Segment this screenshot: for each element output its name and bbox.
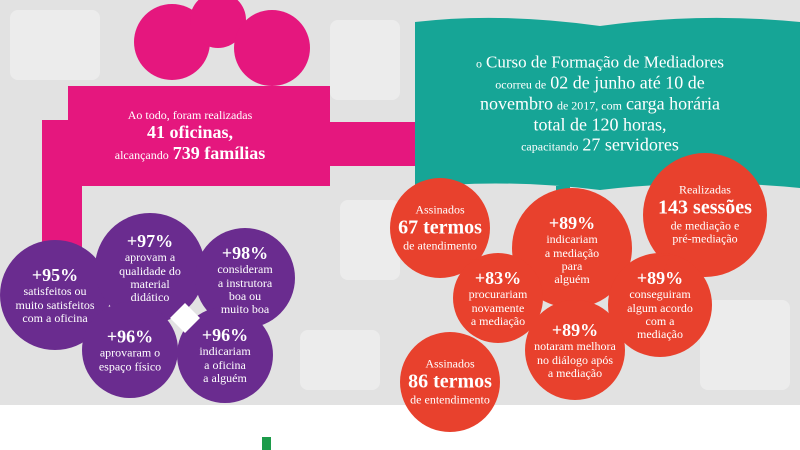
text: ocorreu de xyxy=(495,77,547,92)
text: capacitando xyxy=(521,139,579,154)
bubble-line: aprovaram o xyxy=(99,345,161,360)
bubble-line: com a xyxy=(645,314,675,329)
bubble-text: +89% indicariam a mediação para alguém xyxy=(545,213,599,287)
bubble-text: Realizadas 143 sessões de mediação e pré-me… xyxy=(658,182,752,247)
text: 739 famílias xyxy=(172,142,266,163)
footer-band xyxy=(0,405,800,450)
bubble-value: +96% xyxy=(106,326,154,347)
text: alcançando xyxy=(114,147,169,162)
bubble-line: algum acordo xyxy=(627,300,693,315)
bubble-line: indicariam xyxy=(199,343,251,358)
text: o xyxy=(476,56,483,71)
bubble-line: a alguém xyxy=(203,370,247,385)
bubble-value: +95% xyxy=(31,264,79,285)
bubble-line: de mediação e xyxy=(670,218,740,233)
bubble-line: a mediação xyxy=(544,245,600,260)
bubble-line: material xyxy=(130,277,170,292)
bubble-text: +96% indicariam a oficina a alguém xyxy=(199,325,250,385)
bubble-value: 86 termos xyxy=(408,370,492,393)
bubble-value: +96% xyxy=(201,324,249,345)
bubble-line: consideram xyxy=(217,262,273,277)
bubble-label: Realizadas xyxy=(679,182,731,197)
bubble-value: +98% xyxy=(221,243,269,264)
bubble-line: muito boa xyxy=(220,302,270,317)
text: novembro xyxy=(479,93,553,114)
bubble-text: +89% notaram melhora no diálogo após a medi… xyxy=(534,320,616,380)
text: 41 oficinas, xyxy=(146,122,233,143)
bubble-text: +83% procurariam novamente a mediação xyxy=(469,268,528,328)
bubble-text: +95% satisfeitos ou muito satisfeitos com a… xyxy=(16,265,95,325)
bubble-line: a oficina xyxy=(204,357,246,372)
bubble-line: indicariam xyxy=(546,232,598,247)
bubble-line: didático xyxy=(130,290,170,305)
bubble-line: pré-mediação xyxy=(672,231,738,246)
purple-bubbles xyxy=(0,213,295,403)
bubble-label: Assinados xyxy=(415,202,465,217)
course-text: o Curso de Formação de Mediadores ocorre… xyxy=(476,53,724,156)
text: carga horária xyxy=(625,93,721,114)
workshops-text: Ao todo, foram realizadas 41 oficinas, a… xyxy=(114,107,266,164)
text: 27 servidores xyxy=(582,134,679,155)
footer-mark xyxy=(262,437,271,450)
bubble-value: +83% xyxy=(474,267,522,288)
bubble-line: mediação xyxy=(637,327,683,342)
bubble-line: muito satisfeitos xyxy=(15,297,95,312)
bubble-line: com a oficina xyxy=(22,310,88,325)
bubble-line: no diálogo após xyxy=(536,352,613,367)
bubble-text: Assinados 86 termos de entendimento xyxy=(408,356,492,407)
bubble-line: novamente xyxy=(471,300,525,315)
bubble-value: +89% xyxy=(548,213,596,234)
text: Curso de Formação de Mediadores xyxy=(486,52,724,72)
bubble-line: a instrutora xyxy=(217,275,273,290)
bubble-label: Assinados xyxy=(425,356,475,371)
bubble-line: alguém xyxy=(554,272,590,287)
bubble-line: a mediação xyxy=(470,313,526,328)
bubble-text: Assinados 67 termos de atendimento xyxy=(398,202,482,253)
red-bubbles xyxy=(390,153,767,432)
bubble-text: +96% aprovaram o espaço físico xyxy=(99,326,161,373)
bubble-line: procurariam xyxy=(468,286,528,301)
bubble-line: espaço físico xyxy=(98,359,162,374)
bubble-line: de atendimento xyxy=(403,238,477,253)
bubble-text: +98% consideram a instrutora boa ou muito bo… xyxy=(217,243,272,317)
text: Ao todo, foram realizadas xyxy=(127,107,253,122)
bubble-value: +89% xyxy=(636,268,684,289)
bubble-value: 67 termos xyxy=(398,216,482,239)
bubble-value: +97% xyxy=(126,231,174,252)
text: de 2017, com xyxy=(556,98,622,113)
bubble-text: +97% aprovam a qualidade do material didátic… xyxy=(119,231,181,305)
bubble-line: para xyxy=(561,259,583,274)
text: total de 120 horas, xyxy=(533,114,667,135)
bubble-text: +89% conseguiram algum acordo com a mediação xyxy=(627,268,693,342)
bubble-line: a mediação xyxy=(547,365,603,380)
bubble-line: boa ou xyxy=(228,289,262,304)
bubble-line: de entendimento xyxy=(410,392,490,407)
bubble-line: notaram melhora xyxy=(534,338,616,353)
bubble-line: qualidade do xyxy=(119,263,181,278)
bubble-line: aprovam a xyxy=(124,250,176,265)
text: 02 de junho até 10 de xyxy=(550,72,705,93)
bubble-line: satisfeitos ou xyxy=(23,283,87,298)
bubble-value: 143 sessões xyxy=(658,197,752,220)
bubble-value: +89% xyxy=(551,319,599,340)
bubble-line: conseguiram xyxy=(629,287,691,302)
